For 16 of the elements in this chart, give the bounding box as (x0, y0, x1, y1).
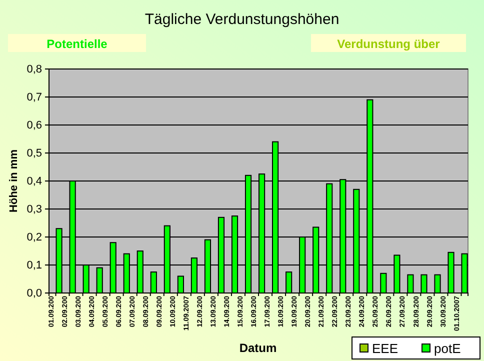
y-axis-title: Höhe in mm (8, 149, 20, 212)
y-tick-label: 0,5 (26, 148, 42, 160)
y-tick-label: 0,3 (26, 204, 42, 216)
y-tick-label: 0,1 (26, 260, 42, 272)
y-tick-label: 0,7 (26, 92, 42, 104)
y-tick-label: 0,0 (26, 288, 42, 300)
y-tick-label: 0,4 (26, 176, 42, 188)
y-tick-label: 0,2 (26, 232, 42, 244)
x-axis-title: Datum (239, 341, 277, 355)
legend-label: potE (434, 341, 462, 356)
legend-label: EEE (372, 341, 398, 356)
y-tick-label: 0,6 (26, 120, 42, 132)
y-tick-label: 0,8 (26, 64, 42, 76)
text: Verdunstung über (337, 37, 440, 51)
text: Potentielle (46, 37, 108, 51)
chart-title: Tägliche Verdunstungshöhen (144, 11, 340, 28)
